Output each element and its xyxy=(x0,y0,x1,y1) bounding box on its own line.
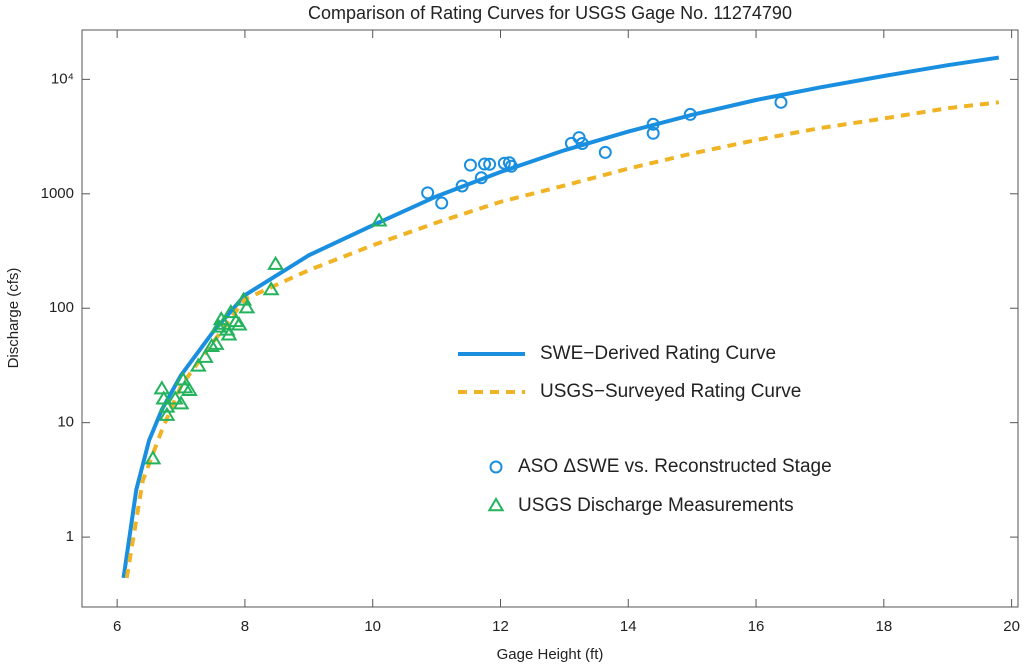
data-point xyxy=(598,145,612,159)
data-point xyxy=(210,318,228,333)
legend-label: SWE−Derived Rating Curve xyxy=(540,343,776,364)
data-point xyxy=(262,281,280,296)
data-point xyxy=(227,312,245,328)
data-point xyxy=(463,158,477,172)
y-tick-label: 10 xyxy=(57,414,74,431)
x-tick-label: 18 xyxy=(875,618,892,635)
y-tick-label: 10⁴ xyxy=(51,70,74,87)
y-tick-label: 100 xyxy=(49,299,74,316)
data-point xyxy=(435,196,449,210)
data-point xyxy=(144,450,162,465)
data-point xyxy=(155,390,173,405)
data-point xyxy=(497,156,511,170)
data-point xyxy=(483,157,497,171)
x-tick-label: 12 xyxy=(492,618,509,635)
data-point xyxy=(220,326,238,341)
data-point xyxy=(222,303,240,319)
plot-frame xyxy=(81,29,1019,608)
x-axis-label: Gage Height (ft) xyxy=(497,646,604,663)
data-point xyxy=(370,212,388,227)
x-tick-label: 14 xyxy=(620,618,637,635)
x-tick-label: 8 xyxy=(241,618,249,635)
rating-curve xyxy=(124,100,1000,579)
y-tick-label: 1000 xyxy=(41,185,74,202)
data-point xyxy=(646,117,660,131)
data-point xyxy=(196,348,214,363)
chart-title: Comparison of Rating Curves for USGS Gag… xyxy=(308,3,792,23)
data-point xyxy=(230,316,248,331)
data-point xyxy=(207,335,225,350)
data-point xyxy=(575,137,589,151)
y-axis-label: Discharge (cfs) xyxy=(5,268,22,369)
data-point xyxy=(166,390,184,405)
data-point xyxy=(189,357,207,372)
legend-swatch xyxy=(489,460,503,474)
legend-label: USGS Discharge Measurements xyxy=(518,495,794,516)
data-point xyxy=(455,179,469,193)
x-tick-label: 20 xyxy=(1003,618,1020,635)
legend-label: ASO ΔSWE vs. Reconstructed Stage xyxy=(518,456,832,477)
data-point xyxy=(504,159,518,173)
data-point xyxy=(203,337,221,353)
data-point xyxy=(683,107,697,121)
data-point xyxy=(172,395,190,410)
data-point xyxy=(474,171,488,185)
data-point xyxy=(158,406,176,421)
data-point xyxy=(421,186,435,200)
legend-label: USGS−Surveyed Rating Curve xyxy=(540,381,801,402)
x-tick-label: 10 xyxy=(364,618,381,635)
data-point xyxy=(238,299,256,314)
x-tick-label: 6 xyxy=(113,618,121,635)
data-point xyxy=(267,255,284,270)
data-point xyxy=(153,380,171,395)
data-point xyxy=(180,381,198,396)
x-tick-label: 16 xyxy=(748,618,765,635)
y-tick-label: 1 xyxy=(66,528,74,545)
data-point xyxy=(478,157,492,171)
data-point xyxy=(774,95,788,109)
data-point xyxy=(646,126,660,140)
data-point xyxy=(235,291,253,306)
data-point xyxy=(158,398,176,413)
legend-swatch xyxy=(487,497,505,512)
